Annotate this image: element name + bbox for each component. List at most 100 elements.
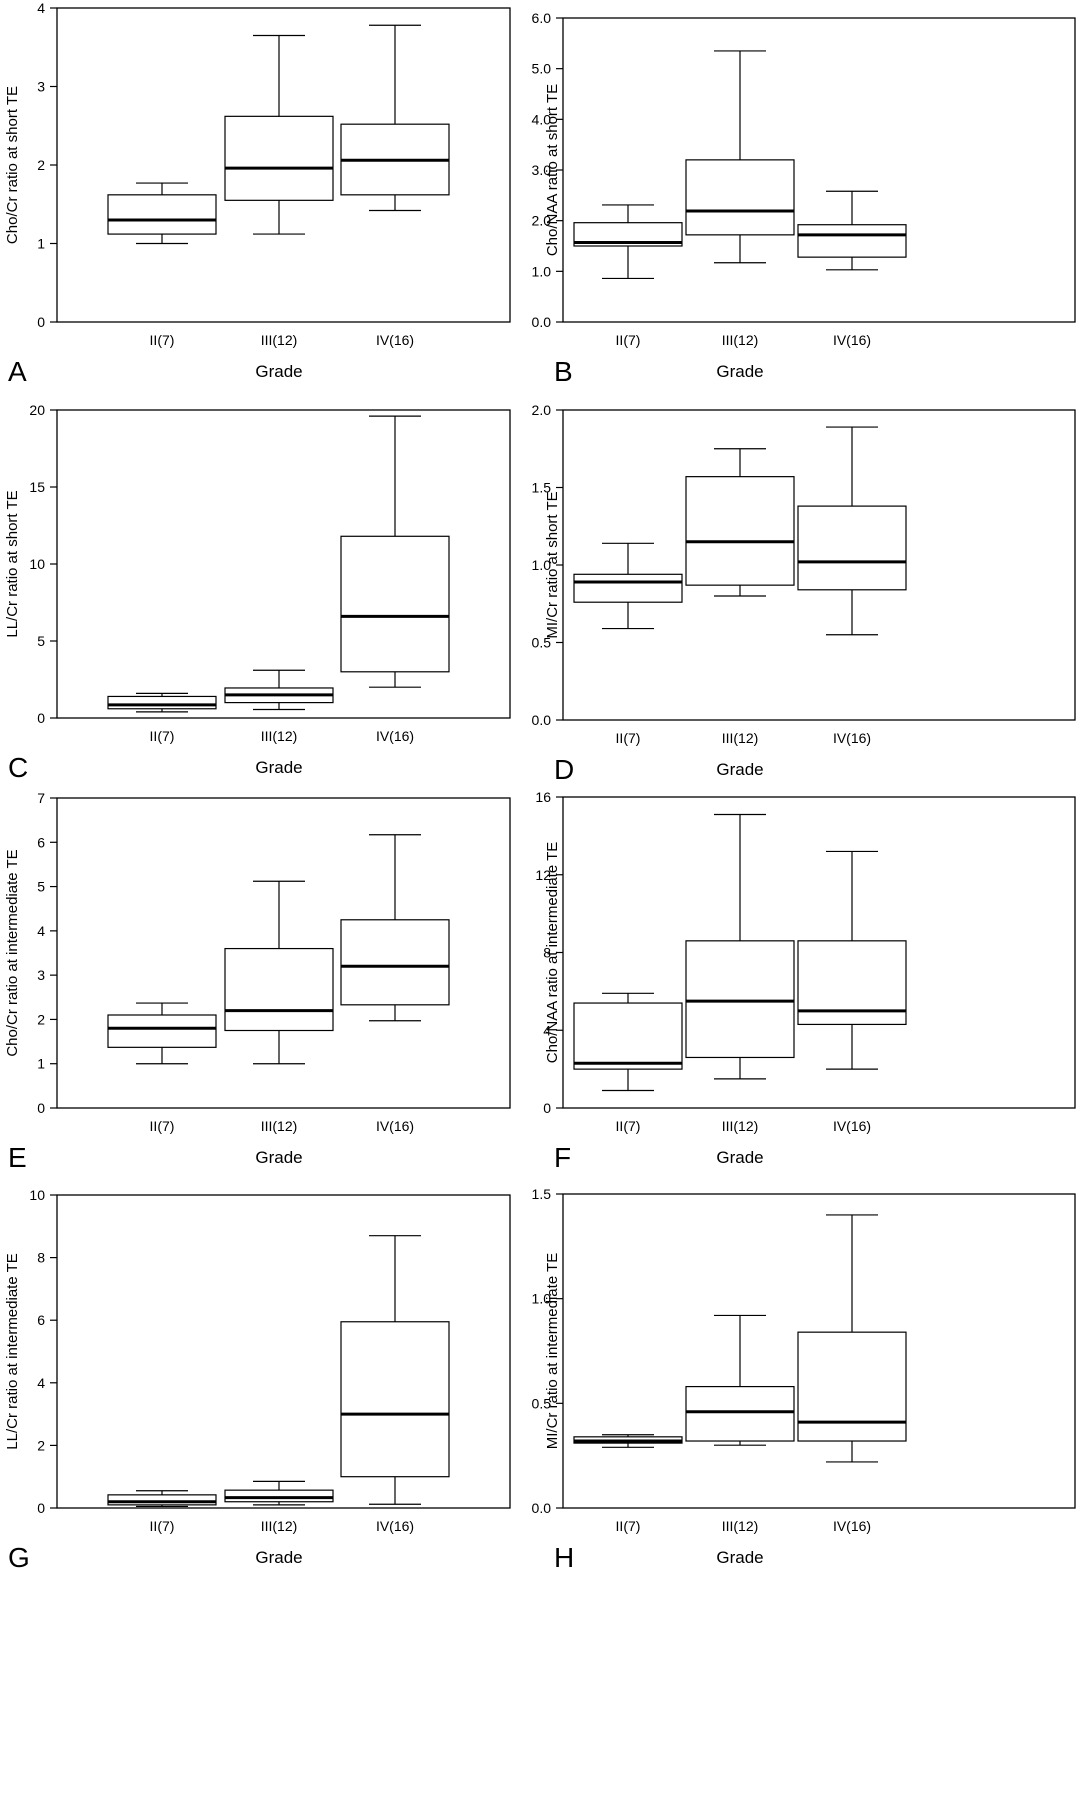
- y-tick-label: 0: [37, 1500, 45, 1516]
- y-tick-label: 10: [29, 556, 45, 572]
- y-axis-label: LL/Cr ratio at intermediate TE: [4, 1253, 21, 1449]
- panel-d: 0.0 0.5 1.0 1.5 2.0 MI/Cr ratio at short TE II…: [532, 402, 1080, 900]
- panel-g: 0 2 4 6 8 10 LL/Cr ratio at intermediate TE II(…: [0, 1187, 540, 1800]
- x-tick-label: IV(16): [833, 1518, 871, 1534]
- box-iv-16: [797, 1214, 907, 1463]
- panel-letter: B: [554, 356, 573, 387]
- iqr-box: [224, 1489, 334, 1503]
- box-plot-svg: 0 1 2 3 4 5 6 7 Cho/Cr ratio at intermediate TE I…: [4, 790, 511, 1167]
- y-tick-label: 8: [543, 945, 551, 961]
- iqr-box: [573, 222, 683, 247]
- y-tick-label: 4: [37, 0, 45, 16]
- x-tick-label: II(7): [616, 1118, 641, 1134]
- plot-frame: [562, 1193, 1076, 1509]
- y-tick-label: 0: [37, 710, 45, 726]
- y-tick-label: 10: [29, 1187, 45, 1203]
- box-iii-12: [224, 1480, 334, 1506]
- x-axis-label: Grade: [716, 362, 763, 381]
- box-iii-12: [224, 34, 334, 235]
- iqr-box: [797, 224, 907, 258]
- iqr-box: [685, 159, 795, 236]
- panel-letter: G: [8, 1542, 30, 1573]
- y-tick-label: 1.0: [532, 263, 552, 279]
- box-ii-7: [107, 1002, 217, 1065]
- iqr-box: [685, 940, 795, 1059]
- x-tick-label: II(7): [616, 730, 641, 746]
- x-tick-label: IV(16): [376, 1518, 414, 1534]
- iqr-box: [107, 695, 217, 710]
- y-tick-label: 1: [37, 236, 45, 252]
- y-tick-label: 4: [37, 923, 45, 939]
- y-tick-label: 0.5: [532, 635, 552, 651]
- box-iii-12: [685, 448, 795, 597]
- y-axis-label: Cho/Cr ratio at intermediate TE: [4, 849, 21, 1056]
- y-tick-label: 3: [37, 967, 45, 983]
- box-ii-7: [573, 542, 683, 630]
- x-tick-label: IV(16): [833, 730, 871, 746]
- iqr-box: [685, 1385, 795, 1442]
- x-tick-label: IV(16): [376, 728, 414, 744]
- x-tick-label: II(7): [616, 332, 641, 348]
- x-tick-label: III(12): [261, 1118, 298, 1134]
- x-tick-label: III(12): [722, 332, 759, 348]
- y-tick-label: 2: [37, 1011, 45, 1027]
- y-axis-label: MI/Cr ratio at intermediate TE: [544, 1253, 561, 1449]
- panel-e: 0 1 2 3 4 5 6 7 Cho/Cr ratio at intermediate TE I…: [0, 790, 540, 1350]
- box-plot-svg: 0 5 10 15 20 LL/Cr ratio at short TE II(7) III(…: [4, 402, 511, 777]
- x-tick-label: III(12): [722, 1518, 759, 1534]
- x-tick-label: II(7): [150, 1518, 175, 1534]
- y-axis-label: MI/Cr ratio at short TE: [544, 491, 561, 638]
- panel-letter: F: [554, 1142, 572, 1173]
- iqr-box: [107, 1014, 217, 1048]
- x-axis-label: Grade: [716, 1548, 763, 1567]
- y-axis-label: LL/Cr ratio at short TE: [4, 490, 21, 637]
- y-tick-label: 2: [37, 157, 45, 173]
- box-iv-16: [797, 426, 907, 636]
- x-tick-label: IV(16): [376, 332, 414, 348]
- box-iv-16: [340, 1235, 450, 1505]
- box-ii-7: [573, 1434, 683, 1448]
- y-tick-label: 5.0: [532, 61, 552, 77]
- box-iv-16: [797, 850, 907, 1070]
- box-ii-7: [573, 992, 683, 1092]
- iqr-box: [573, 573, 683, 603]
- x-axis-label: Grade: [255, 1148, 302, 1167]
- box-ii-7: [107, 182, 217, 245]
- box-plot-svg: 0 2 4 6 8 10 LL/Cr ratio at intermediate TE II(…: [4, 1187, 511, 1567]
- x-tick-label: III(12): [722, 730, 759, 746]
- box-iv-16: [340, 834, 450, 1022]
- iqr-box: [340, 919, 450, 1006]
- box-iv-16: [340, 24, 450, 212]
- box-ii-7: [107, 1490, 217, 1508]
- iqr-box: [224, 115, 334, 201]
- y-tick-label: 3: [37, 79, 45, 95]
- y-tick-label: 1: [37, 1056, 45, 1072]
- y-tick-label: 0.0: [532, 314, 552, 330]
- box-iii-12: [224, 880, 334, 1065]
- iqr-box: [107, 194, 217, 235]
- x-tick-label: IV(16): [833, 332, 871, 348]
- x-tick-label: II(7): [616, 1518, 641, 1534]
- x-axis-label: Grade: [255, 758, 302, 777]
- box-iii-12: [685, 50, 795, 264]
- iqr-box: [107, 1494, 217, 1506]
- x-axis-label: Grade: [255, 1548, 302, 1567]
- x-tick-label: IV(16): [833, 1118, 871, 1134]
- iqr-box: [797, 505, 907, 591]
- box-plot-svg: 0.0 1.0 2.0 3.0 4.0 5.0 6.0 Cho/NAA ratio at sh…: [532, 10, 1076, 381]
- y-tick-label: 16: [535, 789, 551, 805]
- box-plot-svg: 0.0 0.5 1.0 1.5 2.0 MI/Cr ratio at short TE II…: [532, 402, 1076, 779]
- y-tick-label: 1.0: [532, 557, 552, 573]
- y-tick-label: 0.0: [532, 1500, 552, 1516]
- y-tick-label: 1.0: [532, 1291, 552, 1307]
- y-tick-label: 0.0: [532, 712, 552, 728]
- x-axis-label: Grade: [255, 362, 302, 381]
- x-tick-label: III(12): [722, 1118, 759, 1134]
- box-iv-16: [797, 190, 907, 271]
- y-tick-label: 4: [543, 1022, 551, 1038]
- x-tick-label: III(12): [261, 728, 298, 744]
- y-tick-label: 15: [29, 479, 45, 495]
- panel-letter: H: [554, 1542, 575, 1573]
- box-iii-12: [224, 669, 334, 711]
